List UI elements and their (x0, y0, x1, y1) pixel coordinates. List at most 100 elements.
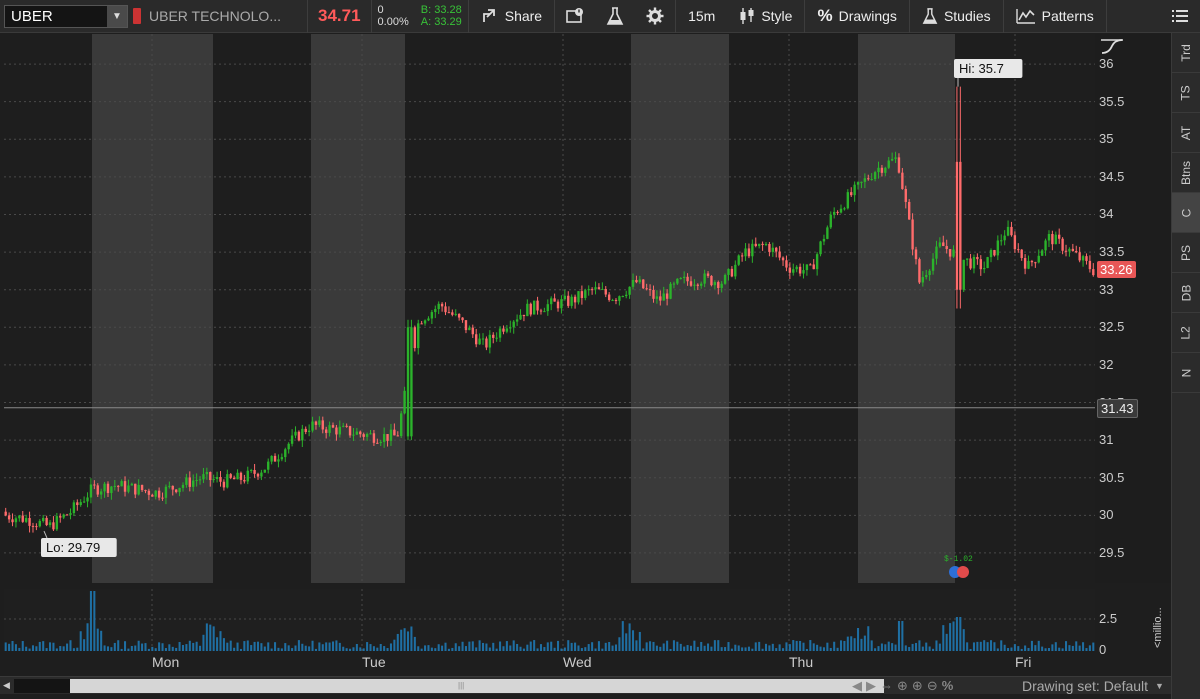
price-chart[interactable]: Hi: 35.7 Lo: 29.79 $-1.02 (4, 34, 1095, 583)
scroll-grip-icon[interactable]: ||| (458, 681, 465, 690)
volume-bar (628, 623, 631, 651)
candle-body (809, 264, 812, 266)
link-color-icon[interactable] (133, 8, 141, 24)
chevron-down-icon[interactable]: ▼ (1155, 681, 1164, 691)
volume-bar (1064, 641, 1068, 651)
patterns-button[interactable]: Patterns (1004, 0, 1106, 33)
volume-bar (614, 644, 618, 651)
time-axis[interactable]: Mon Tue Wed Thu Fri (4, 653, 1095, 673)
side-tab-n[interactable]: N (1172, 353, 1200, 393)
volume-bar (741, 647, 744, 651)
candle-body (120, 481, 123, 487)
side-tab-ps[interactable]: PS (1172, 233, 1200, 273)
candle-body (543, 311, 546, 313)
side-tab-l2[interactable]: L2 (1172, 313, 1200, 353)
style-button[interactable]: Style (727, 0, 804, 33)
crosshair-icon[interactable]: ⊕ (897, 678, 908, 693)
candle-body (737, 255, 740, 265)
scroll-right-icon[interactable]: ▶ (866, 678, 876, 693)
scroll-track[interactable]: ||| (14, 679, 884, 693)
volume-bar (461, 641, 464, 651)
candle-body (485, 338, 488, 348)
candle-body (567, 295, 570, 306)
side-tab-c[interactable]: C (1172, 193, 1200, 233)
volume-bar (35, 646, 38, 651)
volume-bar (846, 636, 849, 651)
price-tick: 30.5 (1099, 469, 1125, 485)
volume-bar (1044, 648, 1047, 651)
candle-body (962, 259, 965, 290)
volume-chart[interactable] (4, 589, 1095, 651)
volume-bar (260, 643, 263, 651)
zoom-in-icon[interactable]: ⊕ (911, 678, 923, 693)
studies-button[interactable]: Studies (910, 0, 1003, 33)
candle-body (945, 246, 948, 250)
candle-body (1044, 240, 1047, 251)
event-red-icon[interactable] (957, 566, 969, 578)
volume-bar (28, 648, 31, 651)
price-axis[interactable]: 3635.53534.53433.53332.53231.53130.53029… (1095, 34, 1171, 583)
scroll-left-icon[interactable]: ◀ (3, 680, 10, 690)
price-tick: 34 (1099, 206, 1114, 222)
volume-axis[interactable]: 2.5 0 (1095, 589, 1171, 657)
expand-icon[interactable]: ⇔ (880, 678, 893, 693)
candle-body (99, 491, 103, 495)
timeframe-button[interactable]: 15m (676, 0, 727, 33)
side-tab-label: C (1178, 208, 1193, 217)
share-button[interactable]: Share (469, 0, 554, 33)
settings-button[interactable] (635, 0, 675, 33)
volume-bar (226, 642, 229, 651)
candle-body (355, 431, 359, 435)
volume-bar (669, 648, 672, 651)
style-label: Style (761, 8, 793, 24)
volume-bar (468, 641, 471, 651)
candle-body (1071, 248, 1075, 251)
share-label: Share (504, 8, 543, 24)
symbol-selector[interactable]: UBER ▼ (4, 4, 128, 28)
volume-bar (124, 641, 127, 651)
side-tab-at[interactable]: AT (1172, 113, 1200, 153)
volume-bar (406, 631, 410, 651)
candle-body (423, 320, 427, 324)
side-tab-db[interactable]: DB (1172, 273, 1200, 313)
drawings-button[interactable]: % Drawings (805, 0, 908, 33)
volume-bar (1071, 645, 1074, 651)
percent-scale-icon[interactable]: % (941, 678, 954, 693)
side-tab-ts[interactable]: TS (1172, 73, 1200, 113)
studies-lab-button[interactable] (595, 0, 635, 33)
volume-bar (659, 646, 662, 651)
candle-body (921, 277, 925, 283)
candle-body (79, 502, 82, 506)
volume-bar (325, 642, 328, 651)
scroll-thumb[interactable] (14, 679, 70, 693)
chevron-down-icon[interactable]: ▼ (107, 5, 127, 27)
side-tab-trd[interactable]: Trd (1172, 33, 1200, 73)
candle-body (693, 284, 696, 286)
volume-bar (481, 642, 485, 651)
flexible-grid-button[interactable] (555, 0, 595, 33)
volume-bar (151, 646, 154, 651)
chart-scrollbar[interactable]: ◀ ||| ◀ ▶ ⇔ ⊕ ⊕ ⊖ % Drawing set: Default… (0, 676, 1171, 694)
candle-body (1085, 256, 1088, 261)
axis-type-icon[interactable] (1099, 36, 1125, 56)
zoom-out-icon[interactable]: ⊖ (926, 678, 938, 693)
volume-bar (809, 640, 812, 651)
menu-button[interactable] (1160, 0, 1200, 33)
candle-body (174, 489, 178, 493)
candle-body (76, 502, 79, 506)
candle-body (638, 279, 642, 283)
side-tab-btns[interactable]: Btns (1172, 153, 1200, 193)
drawing-set-label[interactable]: Drawing set: Default (1022, 678, 1149, 694)
session-band (729, 34, 858, 583)
candle-body (911, 219, 914, 250)
candle-body (573, 296, 577, 303)
candle-body (427, 318, 430, 321)
volume-bar (652, 641, 655, 651)
volume-bar (918, 640, 921, 651)
volume-bar (291, 648, 294, 651)
scroll-left-icon[interactable]: ◀ (852, 678, 862, 693)
earnings-event-marker[interactable]: $-1.02 (944, 555, 973, 578)
volume-bar (642, 648, 645, 651)
volume-bar (563, 647, 566, 651)
